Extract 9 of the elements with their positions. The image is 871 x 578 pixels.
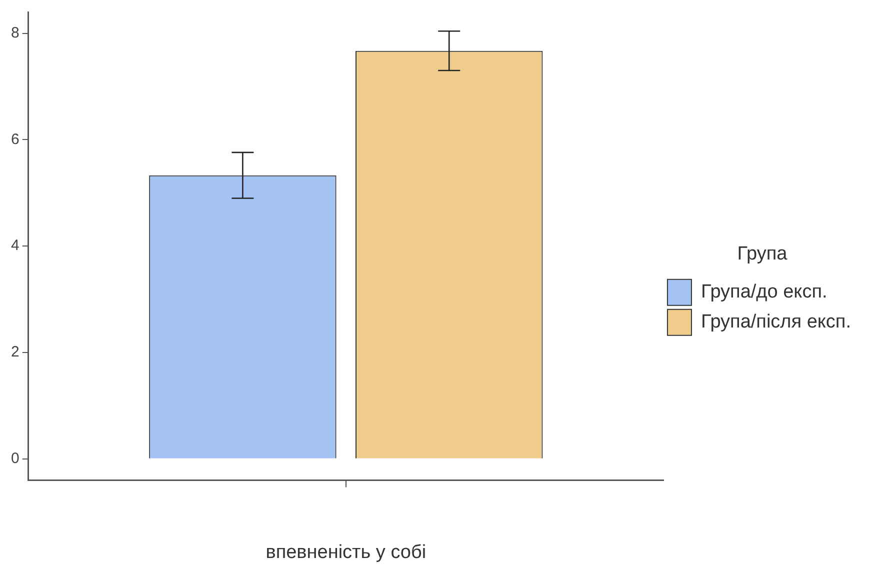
y-tick-label: 0	[11, 450, 20, 468]
y-tick-label: 6	[11, 130, 20, 148]
legend-label: Група/до експ.	[700, 282, 828, 303]
y-tick-label: 8	[11, 24, 20, 42]
x-axis-title: впевненість у собі	[266, 542, 426, 563]
y-tick-label: 4	[11, 237, 20, 254]
legend-label: Група/після експ.	[700, 312, 852, 333]
legend-title: Група	[737, 243, 788, 264]
y-tick-label: 2	[11, 344, 20, 361]
